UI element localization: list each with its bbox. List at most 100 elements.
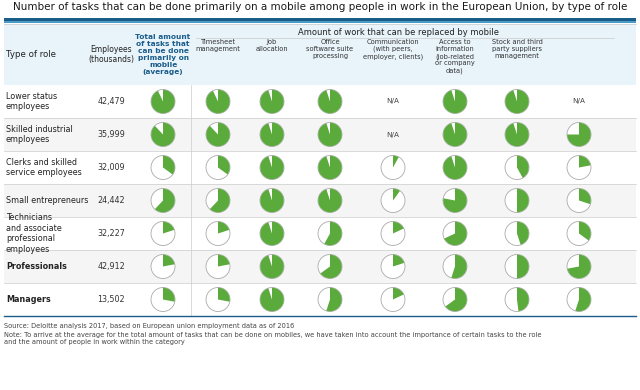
Circle shape (151, 222, 175, 245)
Wedge shape (163, 222, 174, 234)
Wedge shape (318, 90, 342, 113)
Wedge shape (318, 123, 342, 146)
Circle shape (318, 188, 342, 213)
Text: Stock and third
party suppliers
management: Stock and third party suppliers manageme… (492, 39, 543, 59)
Text: Amount of work that can be replaced by mobile: Amount of work that can be replaced by m… (298, 28, 499, 37)
Wedge shape (517, 156, 529, 178)
Circle shape (318, 89, 342, 113)
Circle shape (260, 156, 284, 179)
Text: Source: Deloitte analysis 2017, based on European union employment data as of 20: Source: Deloitte analysis 2017, based on… (4, 323, 294, 329)
Circle shape (260, 89, 284, 113)
Wedge shape (318, 156, 342, 179)
Text: Number of tasks that can be done primarily on a mobile among people in work in t: Number of tasks that can be done primari… (13, 2, 627, 12)
Wedge shape (260, 156, 284, 179)
Bar (4, 250, 636, 283)
Wedge shape (206, 123, 230, 146)
Wedge shape (567, 123, 591, 146)
Circle shape (443, 222, 467, 245)
Text: Small entrepreneurs: Small entrepreneurs (6, 196, 88, 205)
Wedge shape (393, 255, 404, 266)
Circle shape (206, 156, 230, 179)
Wedge shape (218, 288, 230, 302)
Text: Technicians
and associate
professional
employees: Technicians and associate professional e… (6, 213, 61, 254)
Text: Skilled industrial
employees: Skilled industrial employees (6, 125, 73, 144)
Wedge shape (579, 189, 591, 204)
Text: N/A: N/A (387, 99, 399, 105)
Circle shape (206, 188, 230, 213)
Wedge shape (568, 255, 591, 278)
Circle shape (151, 287, 175, 312)
Wedge shape (163, 156, 175, 174)
Circle shape (151, 156, 175, 179)
Wedge shape (163, 288, 175, 302)
Circle shape (381, 255, 405, 278)
Circle shape (206, 89, 230, 113)
Bar (4, 151, 636, 184)
Circle shape (260, 255, 284, 278)
Circle shape (505, 156, 529, 179)
Bar (4, 24, 636, 85)
Text: Total amount
of tasks that
can be done
primarily on
mobile
(average): Total amount of tasks that can be done p… (136, 34, 191, 75)
Wedge shape (155, 189, 175, 212)
Wedge shape (444, 123, 467, 146)
Text: Employees
(thousands): Employees (thousands) (88, 45, 134, 64)
Text: 35,999: 35,999 (97, 130, 125, 139)
Wedge shape (445, 288, 467, 311)
Circle shape (260, 122, 284, 147)
Circle shape (318, 122, 342, 147)
Bar (4, 18, 636, 21)
Circle shape (318, 287, 342, 312)
Circle shape (206, 255, 230, 278)
Wedge shape (393, 156, 399, 167)
Bar (4, 184, 636, 217)
Circle shape (567, 122, 591, 147)
Circle shape (567, 255, 591, 278)
Wedge shape (218, 222, 229, 234)
Bar (4, 118, 636, 151)
Circle shape (381, 156, 405, 179)
Circle shape (567, 156, 591, 179)
Circle shape (443, 89, 467, 113)
Circle shape (260, 287, 284, 312)
Circle shape (206, 122, 230, 147)
Text: Lower status
employees: Lower status employees (6, 92, 57, 112)
Circle shape (443, 122, 467, 147)
Wedge shape (505, 123, 529, 146)
Wedge shape (260, 255, 284, 278)
Text: Communication
(with peers,
employer, clients): Communication (with peers, employer, cli… (363, 39, 423, 60)
Circle shape (260, 188, 284, 213)
Circle shape (151, 255, 175, 278)
Circle shape (505, 89, 529, 113)
Wedge shape (444, 90, 467, 113)
Text: Timesheet
management: Timesheet management (196, 39, 241, 52)
Circle shape (443, 255, 467, 278)
Wedge shape (260, 123, 284, 146)
Bar (4, 217, 636, 250)
Circle shape (443, 156, 467, 179)
Text: N/A: N/A (387, 131, 399, 138)
Wedge shape (151, 90, 175, 113)
Text: Access to
information
(job-related
or company
data): Access to information (job-related or co… (435, 39, 475, 74)
Circle shape (260, 222, 284, 245)
Circle shape (318, 222, 342, 245)
Text: N/A: N/A (573, 99, 586, 105)
Wedge shape (517, 222, 529, 245)
Wedge shape (517, 255, 529, 278)
Wedge shape (505, 90, 529, 113)
Circle shape (206, 287, 230, 312)
Wedge shape (517, 288, 529, 311)
Wedge shape (218, 255, 230, 266)
Text: 13,502: 13,502 (97, 295, 125, 304)
Wedge shape (260, 90, 284, 113)
Wedge shape (451, 255, 467, 278)
Wedge shape (517, 189, 529, 212)
Text: Managers: Managers (6, 295, 51, 304)
Circle shape (381, 222, 405, 245)
Circle shape (151, 188, 175, 213)
Text: 32,009: 32,009 (97, 163, 125, 172)
Circle shape (151, 122, 175, 147)
Text: Note: To arrive at the average for the total amount of tasks that can be done on: Note: To arrive at the average for the t… (4, 332, 541, 345)
Wedge shape (393, 288, 404, 300)
Bar (4, 85, 636, 118)
Text: Type of role: Type of role (6, 50, 56, 59)
